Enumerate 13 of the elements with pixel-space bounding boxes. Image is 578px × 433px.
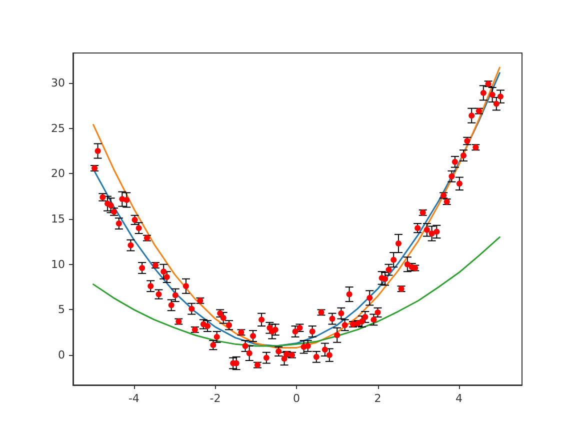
y-tick-label: 15 — [51, 212, 65, 226]
y-tick-label: 30 — [51, 76, 65, 90]
y-tick-label: 25 — [51, 122, 65, 135]
y-tick-label: 0 — [58, 348, 65, 362]
x-tick-label: 0 — [292, 392, 300, 405]
x-tick-label: -2 — [210, 392, 221, 405]
line-series — [92, 236, 500, 347]
y-tick-label: 10 — [51, 258, 65, 271]
y-tick-label: 5 — [58, 303, 65, 316]
y-tick-label: 20 — [51, 167, 65, 180]
x-tick-label: 2 — [374, 392, 382, 405]
x-tick-label: 4 — [456, 392, 463, 405]
x-tick-label: -4 — [128, 392, 140, 405]
